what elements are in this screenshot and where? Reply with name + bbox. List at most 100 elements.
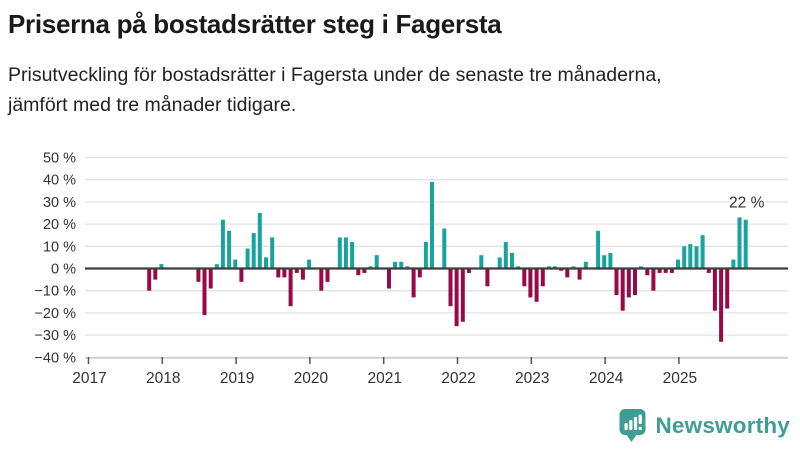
x-axis-label: 2024 — [589, 370, 624, 387]
bar-2018-10 — [220, 219, 225, 269]
bar-2025-10 — [737, 217, 742, 269]
bar-2024-08 — [651, 268, 656, 291]
y-axis-label: 10 % — [43, 239, 76, 255]
bar-2024-11 — [669, 268, 674, 273]
bar-2020-03 — [325, 268, 330, 282]
y-axis-label: −40 % — [34, 350, 76, 366]
bar-2019-12 — [307, 259, 312, 269]
y-axis-label: 20 % — [43, 217, 76, 233]
bar-2018-06 — [196, 268, 201, 282]
bar-2020-11 — [374, 255, 379, 269]
newsworthy-logo[interactable]: Newsworthy — [619, 408, 790, 443]
bar-2021-10 — [442, 228, 447, 269]
bar-2024-12 — [676, 259, 680, 269]
bar-2019-05 — [264, 257, 268, 269]
bar-2024-03 — [620, 268, 625, 311]
x-axis-label: 2023 — [515, 370, 549, 387]
bar-2023-12 — [602, 255, 607, 269]
bar-2025-04 — [700, 235, 705, 269]
bar-2020-06 — [343, 237, 348, 269]
bar-2018-09 — [214, 264, 219, 269]
bar-2019-04 — [257, 213, 262, 269]
bar-2020-09 — [362, 268, 367, 273]
bar-2025-02 — [688, 244, 693, 269]
x-axis-label: 2022 — [441, 370, 475, 387]
bar-2018-12 — [233, 259, 238, 269]
bar-2021-03 — [399, 261, 404, 269]
bar-2021-05 — [411, 268, 416, 298]
y-axis-label: 0 % — [51, 262, 76, 278]
x-axis-label: 2025 — [663, 370, 697, 387]
footer: Newsworthy — [619, 408, 790, 443]
bar-2022-11 — [522, 268, 527, 287]
y-axis-label: 40 % — [43, 173, 76, 189]
bar-2022-07 — [497, 257, 502, 269]
bar-2021-01 — [387, 268, 391, 289]
y-axis-label: −30 % — [34, 328, 76, 344]
x-axis-label: 2021 — [367, 370, 401, 387]
bar-2022-08 — [503, 241, 508, 269]
bar-2019-06 — [270, 237, 275, 269]
bar-2019-02 — [245, 248, 250, 269]
y-axis-label: 50 % — [43, 151, 76, 167]
bar-2021-08 — [430, 181, 434, 269]
bar-2021-12 — [454, 268, 459, 327]
bar-2022-04 — [479, 255, 484, 269]
bar-2020-05 — [337, 237, 342, 269]
bar-2019-01 — [239, 268, 244, 282]
bar-2022-01 — [460, 268, 465, 322]
bar-2021-06 — [417, 268, 422, 278]
bar-2025-07 — [719, 268, 724, 342]
chart-header: Priserna på bostadsrätter steg i Fagerst… — [0, 0, 800, 120]
bar-2019-10 — [294, 268, 299, 273]
bar-2019-09 — [288, 268, 293, 307]
bar-2024-01 — [608, 253, 613, 269]
y-axis-label: −10 % — [34, 284, 76, 300]
x-axis-label: 2018 — [146, 370, 180, 387]
bar-2021-02 — [393, 261, 398, 269]
bar-value-annotation: 22 % — [729, 195, 765, 212]
bar-2022-09 — [510, 253, 514, 269]
bar-2021-07 — [423, 241, 428, 269]
x-axis-label: 2019 — [220, 370, 254, 387]
bar-2023-06 — [565, 268, 570, 278]
bar-2020-07 — [350, 241, 355, 269]
bar-2019-11 — [300, 268, 305, 280]
bar-2023-01 — [534, 268, 539, 302]
x-axis-label: 2020 — [294, 370, 329, 387]
bar-2024-07 — [645, 268, 650, 276]
bar-2023-09 — [583, 261, 588, 269]
bar-2019-08 — [282, 268, 287, 278]
bar-2022-02 — [466, 268, 471, 273]
bar-2024-02 — [614, 268, 619, 296]
bar-2024-09 — [657, 268, 662, 273]
bar-2018-08 — [208, 268, 213, 289]
y-axis-label: −20 % — [34, 306, 76, 322]
bar-2017-12 — [159, 264, 164, 269]
bar-2023-08 — [577, 268, 582, 280]
bar-2020-02 — [319, 268, 324, 291]
bar-2025-05 — [706, 268, 711, 273]
bar-2024-10 — [663, 268, 668, 273]
bar-2025-03 — [694, 246, 699, 269]
page-title: Priserna på bostadsrätter steg i Fagerst… — [8, 9, 502, 39]
bar-2021-11 — [448, 268, 453, 307]
bar-2025-06 — [712, 268, 717, 311]
bar-2025-08 — [725, 268, 730, 309]
bar-2019-03 — [251, 233, 256, 269]
bar-2022-12 — [528, 268, 533, 298]
newsworthy-logo-icon — [619, 409, 646, 442]
bar-2023-02 — [540, 268, 545, 287]
y-axis-label: 30 % — [43, 195, 76, 211]
bar-2022-05 — [485, 268, 490, 287]
bar-2024-04 — [626, 268, 631, 298]
bar-2019-07 — [276, 268, 281, 278]
bar-2023-11 — [596, 230, 601, 269]
bar-2017-11 — [153, 268, 158, 280]
bar-2025-01 — [682, 246, 687, 269]
x-axis-label: 2017 — [72, 370, 106, 387]
bar-2025-09 — [731, 259, 736, 269]
bar-2018-11 — [227, 230, 232, 269]
chart-subtitle: Prisutveckling för bostadsrätter i Fager… — [8, 64, 662, 116]
